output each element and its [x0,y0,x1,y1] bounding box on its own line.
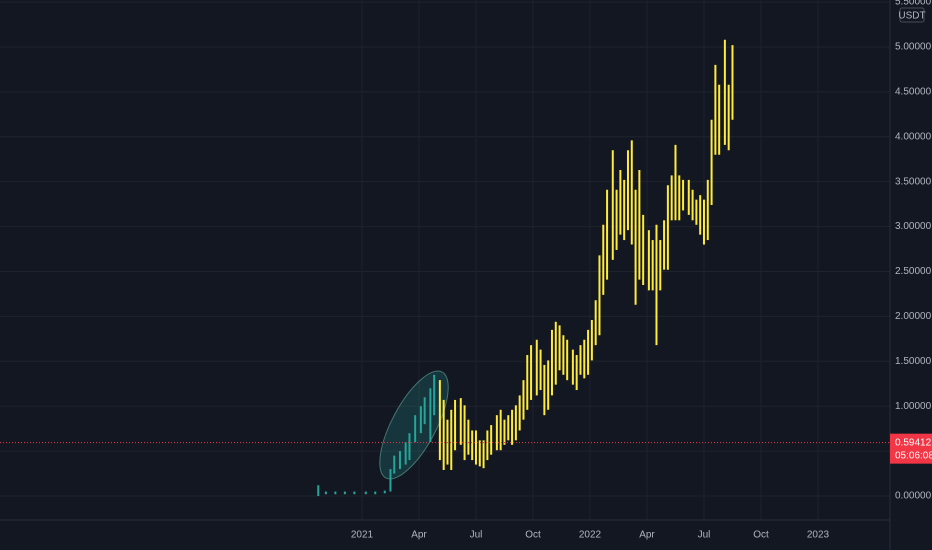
x-tick-label: 2022 [579,530,602,541]
unit-box [899,7,925,23]
y-tick-label: 3.00000 [895,221,932,232]
x-tick-label: 2021 [351,530,374,541]
y-tick-label: 2.00000 [895,311,932,322]
y-tick-label: 1.50000 [895,356,932,367]
labels: 0.000000.500001.000001.500002.000002.500… [351,0,932,541]
x-tick-label: Oct [753,530,769,541]
x-tick-label: Jul [470,530,483,541]
y-tick-label: 1.00000 [895,401,932,412]
x-tick-label: Oct [525,530,541,541]
y-tick-label: 2.50000 [895,266,932,277]
x-tick-label: Apr [411,530,427,541]
grid [0,0,890,520]
y-tick-label: 4.00000 [895,131,932,142]
y-tick-label: 5.50000 [895,0,932,8]
unit-label: USDT [898,11,925,22]
last-price-box [890,433,932,464]
x-tick-label: 2023 [807,530,830,541]
marks [0,39,890,497]
y-tick-label: 4.50000 [895,87,932,98]
y-tick-label: 0.00000 [895,491,932,502]
y-tick-label: 3.50000 [895,176,932,187]
last-price-label: 0.59412 [895,437,932,448]
y-tick-label: 5.00000 [895,42,932,53]
x-tick-label: Apr [639,530,655,541]
countdown-label: 05:06:08 [895,450,932,461]
x-tick-label: Jul [698,530,711,541]
